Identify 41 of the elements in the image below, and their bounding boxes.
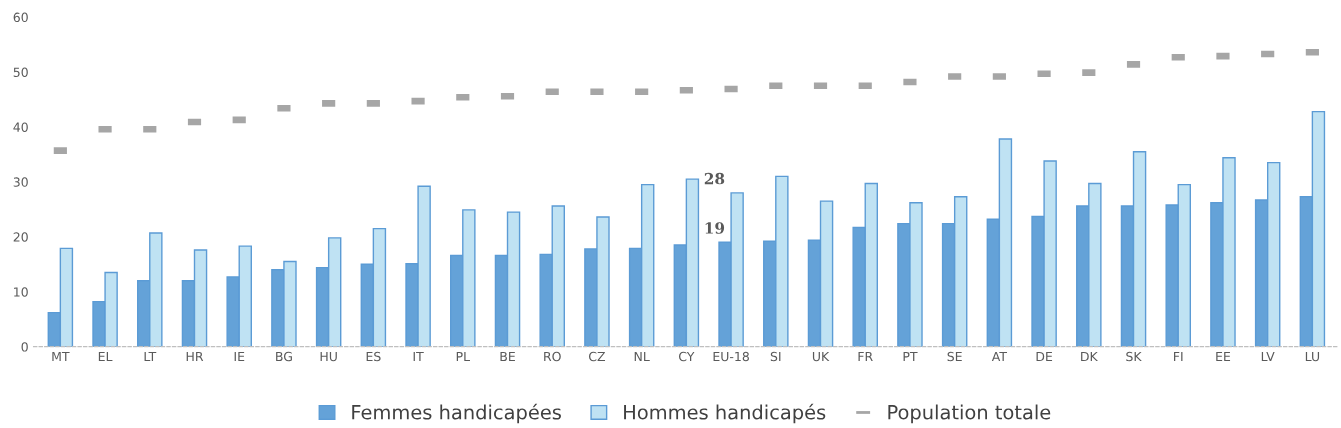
y-tick-label: 20 bbox=[13, 232, 28, 242]
x-tick-label: LT bbox=[144, 351, 157, 362]
x-tick-label: AT bbox=[991, 351, 1008, 362]
x-tick-label: EE bbox=[1216, 351, 1231, 362]
x-tick-label: FR bbox=[858, 351, 873, 362]
x-tick-label: HR bbox=[186, 351, 204, 362]
x-tick-label: PT bbox=[903, 351, 918, 362]
y-tick-label: 10 bbox=[14, 287, 28, 297]
x-tick-label: CY bbox=[679, 351, 695, 362]
y-tick-label: 0 bbox=[21, 342, 28, 352]
y-tick-label: 50 bbox=[13, 67, 28, 77]
legend-label: Population totale bbox=[888, 404, 1051, 424]
x-tick-label: SE bbox=[947, 351, 962, 362]
x-tick-label: LV bbox=[1261, 351, 1275, 362]
x-tick-label: LU bbox=[1305, 351, 1320, 362]
x-tick-label: SK bbox=[1126, 351, 1142, 362]
x-tick-label: HU bbox=[320, 351, 337, 362]
y-tick-label: 40 bbox=[13, 122, 28, 132]
x-tick-label: EU-18 bbox=[713, 351, 749, 362]
x-tick-label: SI bbox=[770, 351, 781, 362]
x-tick-label: NL bbox=[634, 351, 650, 362]
x-tick-label: BG bbox=[276, 351, 292, 362]
legend-label: Hommes handicapés bbox=[624, 403, 826, 424]
x-tick-label: DK bbox=[1081, 351, 1098, 362]
x-tick-label: UK bbox=[812, 351, 830, 362]
x-tick-label: DE bbox=[1036, 351, 1053, 362]
x-tick-label: ES bbox=[366, 351, 381, 362]
x-tick-label: MT bbox=[52, 351, 70, 362]
x-tick-label: RO bbox=[544, 351, 561, 362]
x-tick-label: EL bbox=[98, 351, 113, 362]
x-tick-label: IE bbox=[234, 351, 245, 362]
y-tick-label: 60 bbox=[13, 12, 28, 23]
annotation: 19 bbox=[705, 222, 725, 234]
x-tick-label: IT bbox=[413, 351, 424, 362]
y-tick-label: 30 bbox=[13, 177, 28, 187]
legend-label: Femmes handicapées bbox=[352, 403, 561, 424]
x-tick-label: FI bbox=[1174, 351, 1183, 362]
x-tick-label: BE bbox=[500, 351, 515, 362]
x-tick-label: PL bbox=[456, 351, 470, 362]
x-tick-label: CZ bbox=[588, 351, 606, 362]
annotation: 28 bbox=[704, 172, 725, 185]
